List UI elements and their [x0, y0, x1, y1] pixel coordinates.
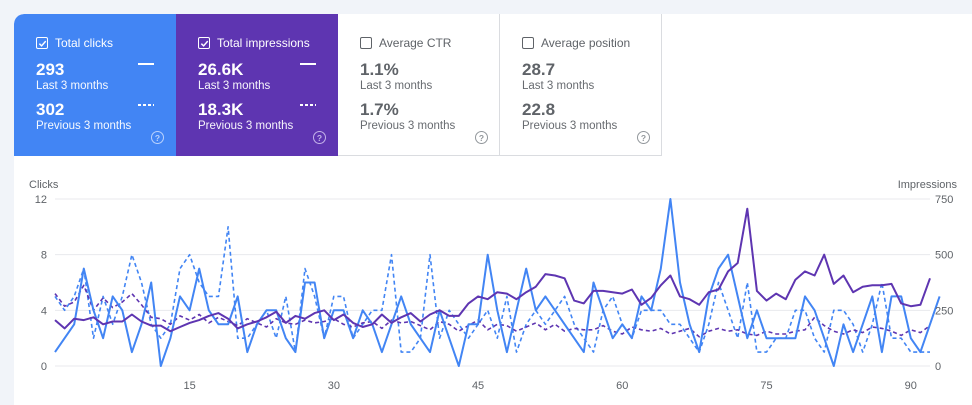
impressions-previous-line: [54, 284, 931, 338]
right-tick-label: 0: [935, 361, 941, 373]
x-tick-label: 15: [183, 380, 195, 392]
previous-value: 22.8: [522, 100, 556, 119]
tile-header: Total impressions: [198, 34, 338, 52]
current-value: 26.6K: [198, 60, 244, 79]
tile-label: Average CTR: [379, 36, 452, 50]
checkbox-unchecked-icon[interactable]: [360, 37, 372, 49]
tile-header: Average position: [522, 34, 661, 52]
previous-period-label: Previous 3 months: [36, 120, 132, 132]
previous-value: 302: [36, 100, 65, 119]
dashed-line-legend-icon: [300, 104, 316, 106]
tile-total-clicks[interactable]: Total clicks 293 Last 3 months 302 Previ…: [14, 14, 176, 156]
tile-label: Average position: [541, 36, 631, 50]
solid-line-legend-icon: [300, 63, 316, 65]
current-value: 293: [36, 60, 65, 79]
previous-value: 18.3K: [198, 100, 244, 119]
checkbox-checked-icon[interactable]: [198, 37, 210, 49]
previous-period-label: Previous 3 months: [522, 120, 618, 132]
right-tick-label: 250: [935, 305, 953, 317]
help-icon[interactable]: ?: [313, 131, 326, 144]
x-tick-label: 45: [472, 380, 484, 392]
current-value: 1.1%: [360, 60, 399, 79]
performance-card: Total clicks 293 Last 3 months 302 Previ…: [14, 14, 972, 405]
tile-average-position[interactable]: Average position 28.7 Last 3 months 22.8…: [500, 14, 662, 156]
checkbox-checked-icon[interactable]: [36, 37, 48, 49]
x-tick-label: 30: [328, 380, 340, 392]
dashed-line-legend-icon: [138, 104, 154, 106]
current-period-label: Last 3 months: [360, 80, 433, 92]
checkbox-unchecked-icon[interactable]: [522, 37, 534, 49]
tile-total-impressions[interactable]: Total impressions 26.6K Last 3 months 18…: [176, 14, 338, 156]
previous-value: 1.7%: [360, 100, 399, 119]
solid-line-legend-icon: [138, 63, 154, 65]
current-period-label: Last 3 months: [36, 80, 109, 92]
previous-period-label: Previous 3 months: [360, 120, 456, 132]
x-tick-label: 60: [616, 380, 628, 392]
current-value: 28.7: [522, 60, 556, 79]
tile-label: Total clicks: [55, 36, 114, 50]
x-tick-label: 75: [760, 380, 772, 392]
x-tick-label: 90: [905, 380, 917, 392]
tile-header: Average CTR: [360, 34, 499, 52]
previous-period-label: Previous 3 months: [198, 120, 294, 132]
help-icon[interactable]: ?: [151, 131, 164, 144]
current-period-label: Last 3 months: [522, 80, 595, 92]
left-tick-label: 8: [41, 250, 47, 262]
metric-tiles: Total clicks 293 Last 3 months 302 Previ…: [14, 14, 662, 156]
clicks-previous-line: [54, 226, 930, 353]
help-icon[interactable]: ?: [475, 131, 488, 144]
performance-line-chart: Clicks Impressions 0 4 8 12 0 250 500 750 15 30 45…: [29, 179, 958, 392]
help-icon[interactable]: ?: [637, 131, 650, 144]
left-tick-label: 12: [35, 194, 47, 206]
tile-header: Total clicks: [36, 34, 176, 52]
left-axis-label: Clicks: [29, 179, 59, 191]
current-period-label: Last 3 months: [198, 80, 271, 92]
right-tick-label: 750: [935, 194, 953, 206]
right-axis-label: Impressions: [898, 179, 958, 191]
left-tick-label: 0: [41, 361, 47, 373]
left-tick-label: 4: [41, 305, 47, 317]
total-impressions-line: [54, 207, 931, 333]
tile-average-ctr[interactable]: Average CTR 1.1% Last 3 months 1.7% Prev…: [338, 14, 500, 156]
right-tick-label: 500: [935, 250, 953, 262]
total-clicks-line: [54, 198, 941, 367]
tile-label: Total impressions: [217, 36, 310, 50]
